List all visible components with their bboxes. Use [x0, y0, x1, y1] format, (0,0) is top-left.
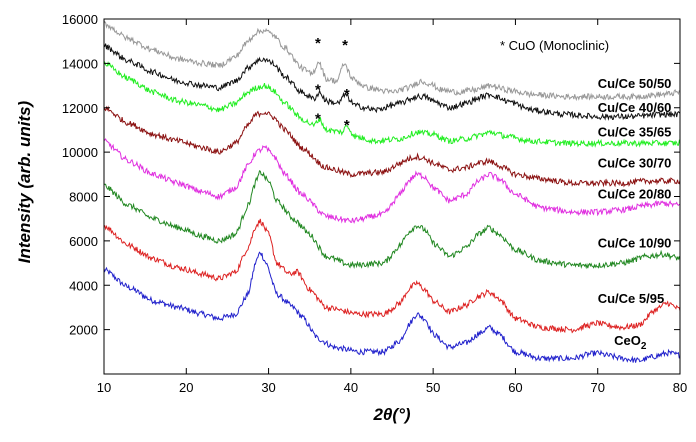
series-layer [103, 20, 681, 363]
x-tick-label-2: 30 [261, 380, 275, 395]
series-label-1: Cu/Ce 5/95 [598, 291, 664, 306]
series-line-4 [103, 105, 681, 188]
y-tick-label-1: 4000 [69, 278, 98, 293]
series-label-4: Cu/Ce 30/70 [598, 156, 672, 171]
series-label-7: Cu/Ce 50/50 [598, 76, 672, 91]
y-tick-label-3: 8000 [69, 190, 98, 205]
cuo-marker-2: * [315, 81, 321, 98]
y-tick-label-4: 10000 [62, 145, 98, 160]
cuo-marker-3: * [344, 86, 350, 103]
y-tick-label-6: 14000 [62, 56, 98, 71]
series-line-1 [103, 218, 681, 334]
x-tick-label-3: 40 [344, 380, 358, 395]
series-label-3: Cu/Ce 20/80 [598, 187, 672, 202]
cuo-marker-0: * [315, 35, 321, 52]
y-tick-label-7: 16000 [62, 12, 98, 27]
y-axis-title: Intensity (arb. units) [15, 100, 34, 263]
x-tick-label-1: 20 [179, 380, 193, 395]
x-tick-label-7: 80 [673, 380, 687, 395]
x-tick-label-6: 70 [590, 380, 604, 395]
y-tick-label-2: 6000 [69, 234, 98, 249]
x-tick-label-4: 50 [426, 380, 440, 395]
x-tick-label-5: 60 [508, 380, 522, 395]
series-label-5: Cu/Ce 35/65 [598, 125, 672, 140]
label-layer: CeO2 Cu/Ce 5/95 Cu/Ce 10/90 Cu/Ce 20/80 Cu/C… [598, 76, 672, 352]
series-line-6 [103, 43, 681, 121]
marker-layer: * * * * * * [315, 35, 350, 134]
x-axis-title: 2θ(°) [372, 405, 410, 424]
y-tick-label-5: 12000 [62, 101, 98, 116]
cuo-marker-5: * [344, 117, 350, 134]
series-line-7 [103, 20, 681, 102]
tick-layer: 10 20 30 40 50 60 70 80 2000 4000 6000 8000 10000 120… [62, 12, 687, 395]
x-tick-label-0: 10 [97, 380, 111, 395]
cuo-marker-1: * [342, 37, 348, 54]
series-line-0 [103, 251, 681, 363]
plot-frame [103, 18, 681, 375]
series-line-5 [103, 61, 681, 148]
cuo-annotation: * CuO (Monoclinic) [500, 38, 609, 53]
series-line-3 [103, 138, 681, 224]
cuo-marker-4: * [315, 110, 321, 127]
series-label-6: Cu/Ce 40/60 [598, 100, 672, 115]
y-tick-label-0: 2000 [69, 323, 98, 338]
series-label-0: CeO2 [614, 333, 647, 352]
series-line-2 [103, 170, 681, 270]
series-label-2: Cu/Ce 10/90 [598, 236, 672, 251]
